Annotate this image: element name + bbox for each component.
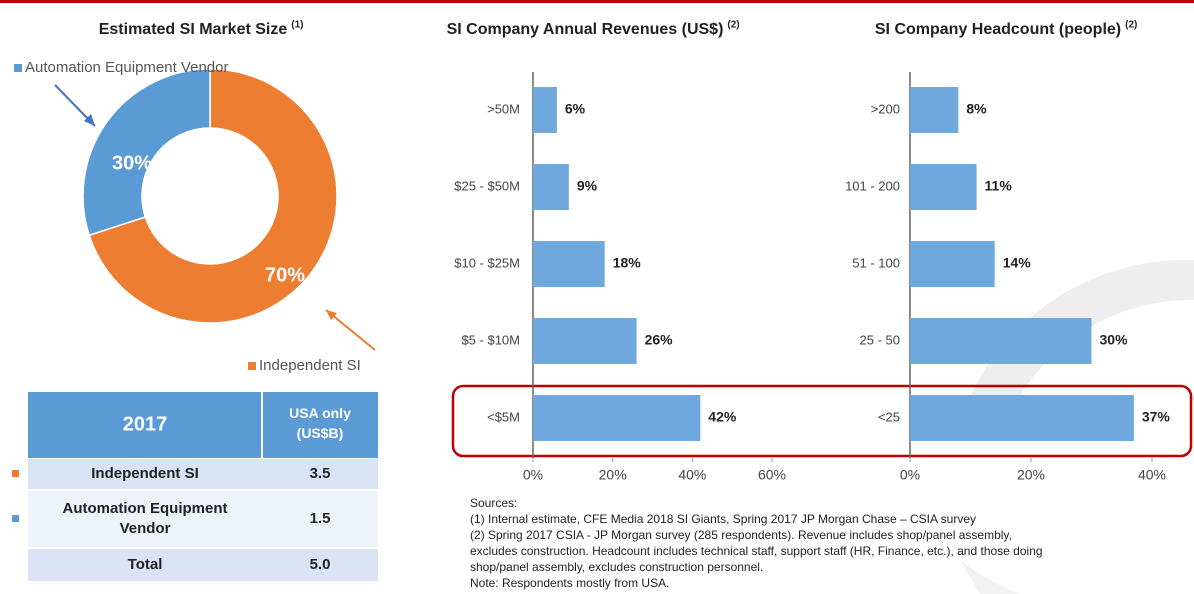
table-cell: 3.5 — [310, 465, 331, 482]
table-header-line: USA only — [289, 405, 351, 421]
table-header — [28, 392, 378, 458]
table-cell: 5.0 — [310, 556, 331, 573]
table-cell: Independent SI — [91, 465, 199, 482]
y-tick-label: >50M — [487, 101, 520, 116]
arrow-head — [84, 114, 95, 126]
legend-swatch — [248, 362, 256, 370]
x-tick-label: 20% — [1017, 467, 1045, 483]
bar — [533, 241, 605, 287]
x-tick-label: 20% — [599, 467, 627, 483]
data-label: 37% — [1142, 409, 1171, 425]
table-cell: 1.5 — [310, 510, 331, 527]
arrow — [325, 309, 376, 351]
watermark — [960, 560, 1194, 594]
source-line: shop/panel assembly, excludes constructi… — [470, 560, 763, 574]
source-line: (2) Spring 2017 CSIA - JP Morgan survey … — [470, 528, 1012, 542]
source-line: (1) Internal estimate, CFE Media 2018 SI… — [470, 512, 976, 526]
bar — [910, 241, 995, 287]
row-marker — [12, 515, 19, 522]
y-tick-label: <$5M — [487, 409, 520, 424]
x-tick-label: 40% — [678, 467, 706, 483]
data-label: 42% — [708, 409, 737, 425]
x-tick-label: 60% — [758, 467, 786, 483]
table-cell: Automation Equipment Vendor — [63, 500, 228, 537]
bar — [910, 318, 1092, 364]
y-tick-label: 101 - 200 — [845, 178, 900, 193]
donut-slice — [88, 68, 338, 324]
title-superscript: (1) — [291, 20, 303, 31]
donut-slice — [82, 68, 211, 237]
data-label: 8% — [966, 101, 987, 117]
y-tick-label: 25 - 50 — [860, 332, 900, 347]
chart-title: Estimated SI Market Size — [99, 21, 288, 38]
data-label: 14% — [1003, 255, 1032, 271]
bar — [910, 395, 1134, 441]
bar — [910, 87, 959, 133]
watermark — [960, 259, 1194, 440]
title-superscript: (2) — [727, 20, 739, 31]
table-row — [28, 491, 378, 547]
y-tick-label: $5 - $10M — [461, 332, 520, 347]
table-cell: Total — [128, 556, 163, 573]
data-label: 18% — [613, 255, 642, 271]
legend-label: Independent SI — [259, 357, 361, 374]
bar — [533, 318, 637, 364]
chart-title: SI Company Annual Revenues (US$) — [447, 21, 724, 38]
bar — [533, 87, 557, 133]
highlight-box — [451, 384, 1193, 458]
data-label: 9% — [577, 178, 598, 194]
table-header-cell: 2017 — [123, 413, 168, 435]
top-rule — [0, 0, 1194, 3]
source-line: excludes construction. Headcount include… — [470, 544, 1043, 558]
x-tick-label: 0% — [523, 467, 543, 483]
y-tick-label: $10 - $25M — [454, 255, 520, 270]
data-label: 30% — [1100, 332, 1129, 348]
x-tick-label: 0% — [900, 467, 920, 483]
legend-swatch — [14, 64, 22, 72]
y-tick-label: $25 - $50M — [454, 178, 520, 193]
title-superscript: (2) — [1125, 20, 1137, 31]
row-marker — [12, 470, 19, 477]
data-label: 6% — [565, 101, 586, 117]
table-cell-line: Automation Equipment — [63, 500, 228, 517]
y-tick-label: 51 - 100 — [852, 255, 900, 270]
data-label: 11% — [985, 178, 1013, 194]
chart-title: SI Company Headcount (people) — [875, 21, 1121, 38]
y-tick-label: <25 — [878, 409, 900, 424]
source-line: Note: Respondents mostly from USA. — [470, 576, 669, 590]
bar — [533, 164, 569, 210]
source-line: Sources: — [470, 496, 517, 510]
legend-label: Automation Equipment Vendor — [25, 59, 228, 76]
bar — [910, 164, 977, 210]
table-cell-line: Vendor — [120, 520, 171, 537]
table-header-cell: USA only (US$B) — [289, 405, 351, 441]
data-label: 26% — [645, 332, 674, 348]
table-row — [28, 459, 378, 489]
data-label: 30% — [112, 152, 152, 174]
y-tick-label: >200 — [871, 101, 900, 116]
table-row — [28, 549, 378, 581]
arrow-head — [326, 310, 337, 320]
table-header-line: (US$B) — [297, 425, 344, 441]
x-tick-label: 40% — [1138, 467, 1166, 483]
data-label: 70% — [265, 264, 305, 286]
bar — [533, 395, 701, 441]
